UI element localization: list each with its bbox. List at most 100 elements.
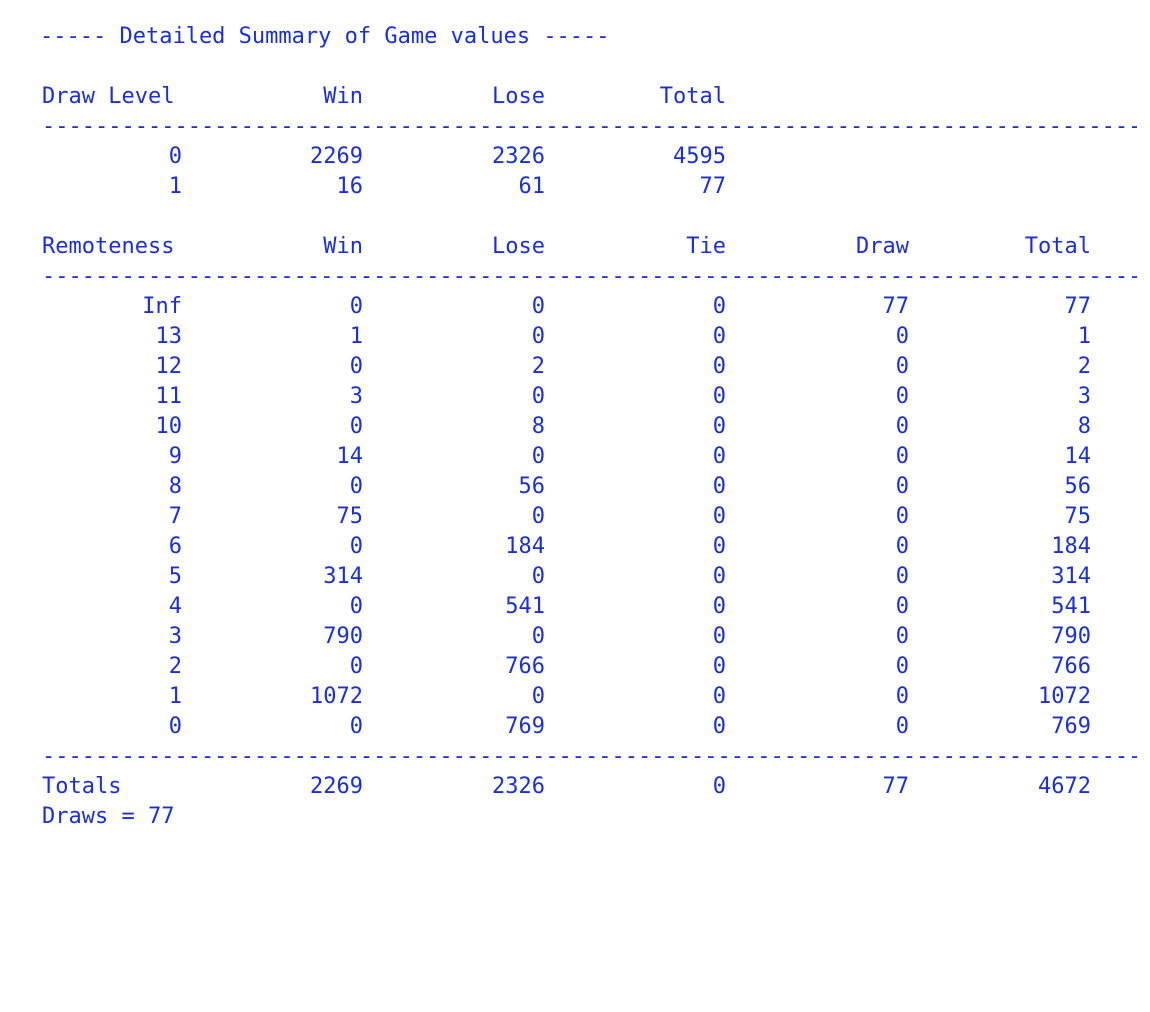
win-cell: 0 bbox=[349, 294, 363, 319]
lose-cell: 8 bbox=[531, 414, 545, 439]
remoteness-cell: 7 bbox=[168, 504, 182, 529]
header-draw: Draw bbox=[856, 234, 909, 259]
tie-cell: 0 bbox=[712, 654, 726, 679]
tie-cell: 0 bbox=[712, 354, 726, 379]
draw-level-row: 1 16 61 77 bbox=[42, 172, 1137, 202]
separator-dashes: ----------------------------------------… bbox=[42, 114, 1137, 139]
remoteness-row: 9 14 0 0 0 14 bbox=[42, 442, 1137, 472]
remoteness-row: 3 790 0 0 0 790 bbox=[42, 622, 1137, 652]
draw-cell: 0 bbox=[895, 384, 909, 409]
tie-cell: 0 bbox=[712, 384, 726, 409]
total-cell: 75 bbox=[1064, 504, 1092, 529]
draw-cell: 0 bbox=[895, 714, 909, 739]
draw-cell: 0 bbox=[895, 534, 909, 559]
totals-draw: 77 bbox=[882, 774, 910, 799]
draw-level-header-row: Draw Level Win Lose Total bbox=[42, 82, 1137, 112]
tie-cell: 0 bbox=[712, 594, 726, 619]
draws-summary: Draws = 77 bbox=[42, 804, 175, 829]
tie-cell: 0 bbox=[712, 444, 726, 469]
separator-dashes: ----------------------------------------… bbox=[42, 264, 1137, 289]
lose-cell: 0 bbox=[531, 384, 545, 409]
tie-cell: 0 bbox=[712, 684, 726, 709]
lose-cell: 0 bbox=[531, 504, 545, 529]
header-win: Win bbox=[323, 84, 363, 109]
win-cell: 0 bbox=[349, 414, 363, 439]
remoteness-row: 11 3 0 0 0 3 bbox=[42, 382, 1137, 412]
remoteness-row: 7 75 0 0 0 75 bbox=[42, 502, 1137, 532]
remoteness-cell: 8 bbox=[168, 474, 182, 499]
separator-line: ----------------------------------------… bbox=[42, 742, 1137, 772]
lose-cell: 0 bbox=[531, 564, 545, 589]
win-cell: 14 bbox=[336, 444, 364, 469]
win-cell: 1 bbox=[349, 324, 363, 349]
totals-row: Totals 2269 2326 0 77 4672 bbox=[42, 772, 1137, 802]
totals-tie: 0 bbox=[712, 774, 726, 799]
tie-cell: 0 bbox=[712, 714, 726, 739]
remoteness-row: 12 0 2 0 0 2 bbox=[42, 352, 1137, 382]
win-cell: 75 bbox=[336, 504, 364, 529]
header-remoteness: Remoteness bbox=[42, 234, 175, 259]
remoteness-cell: 12 bbox=[155, 354, 183, 379]
remoteness-cell: Inf bbox=[142, 294, 182, 319]
draw-cell: 77 bbox=[882, 294, 910, 319]
remoteness-row: 10 0 8 0 0 8 bbox=[42, 412, 1137, 442]
tie-cell: 0 bbox=[712, 414, 726, 439]
remoteness-row: 5 314 0 0 0 314 bbox=[42, 562, 1137, 592]
total-cell: 541 bbox=[1051, 594, 1091, 619]
lose-cell: 769 bbox=[505, 714, 545, 739]
remoteness-cell: 6 bbox=[168, 534, 182, 559]
total-cell: 184 bbox=[1051, 534, 1091, 559]
remoteness-cell: 13 bbox=[155, 324, 183, 349]
header-total: Total bbox=[1024, 234, 1091, 259]
separator-line: ----------------------------------------… bbox=[42, 112, 1137, 142]
lose-cell: 184 bbox=[505, 534, 545, 559]
remoteness-row: 1 1072 0 0 0 1072 bbox=[42, 682, 1137, 712]
totals-label: Totals bbox=[42, 774, 122, 799]
header-win: Win bbox=[323, 234, 363, 259]
draw-cell: 0 bbox=[895, 324, 909, 349]
win-cell: 0 bbox=[349, 714, 363, 739]
remoteness-cell: 3 bbox=[168, 624, 182, 649]
remoteness-cell: 2 bbox=[168, 654, 182, 679]
lose-cell: 0 bbox=[531, 444, 545, 469]
draw-level-row: 0 2269 2326 4595 bbox=[42, 142, 1137, 172]
total-cell: 3 bbox=[1077, 384, 1091, 409]
total-cell: 77 bbox=[1064, 294, 1092, 319]
tie-cell: 0 bbox=[712, 294, 726, 319]
win-cell: 2269 bbox=[310, 144, 363, 169]
total-cell: 77 bbox=[699, 174, 727, 199]
remoteness-row: 2 0 766 0 0 766 bbox=[42, 652, 1137, 682]
console-output: ----- Detailed Summary of Game values --… bbox=[40, 22, 1137, 832]
blank-line bbox=[42, 52, 1137, 82]
lose-cell: 2 bbox=[531, 354, 545, 379]
total-cell: 1072 bbox=[1038, 684, 1091, 709]
lose-cell: 766 bbox=[505, 654, 545, 679]
remoteness-header-row: Remoteness Win Lose Tie Draw Total bbox=[42, 232, 1137, 262]
blank-line bbox=[42, 202, 1137, 232]
draw-cell: 0 bbox=[895, 654, 909, 679]
draw-cell: 0 bbox=[895, 474, 909, 499]
total-cell: 2 bbox=[1077, 354, 1091, 379]
summary-title: ----- Detailed Summary of Game values --… bbox=[40, 24, 610, 49]
draw-cell: 0 bbox=[895, 594, 909, 619]
separator-dashes: ----------------------------------------… bbox=[42, 744, 1137, 769]
remoteness-cell: 4 bbox=[168, 594, 182, 619]
lose-cell: 56 bbox=[518, 474, 546, 499]
draw-level-cell: 1 bbox=[168, 174, 182, 199]
remoteness-row: 0 0 769 0 0 769 bbox=[42, 712, 1137, 742]
draw-cell: 0 bbox=[895, 564, 909, 589]
header-lose: Lose bbox=[492, 84, 545, 109]
draw-cell: 0 bbox=[895, 684, 909, 709]
remoteness-rows: Inf 0 0 0 77 77 13 1 0 0 0 1 12 0 2 0 0 2 11 3 0 0 0 3 10 0 8 0 0 8 9 1… bbox=[42, 292, 1137, 742]
lose-cell: 0 bbox=[531, 684, 545, 709]
tie-cell: 0 bbox=[712, 324, 726, 349]
win-cell: 790 bbox=[323, 624, 363, 649]
lose-cell: 2326 bbox=[492, 144, 545, 169]
separator-line: ----------------------------------------… bbox=[42, 262, 1137, 292]
lose-cell: 0 bbox=[531, 294, 545, 319]
lose-cell: 541 bbox=[505, 594, 545, 619]
totals-total: 4672 bbox=[1038, 774, 1091, 799]
tie-cell: 0 bbox=[712, 474, 726, 499]
total-cell: 14 bbox=[1064, 444, 1092, 469]
remoteness-cell: 0 bbox=[168, 714, 182, 739]
